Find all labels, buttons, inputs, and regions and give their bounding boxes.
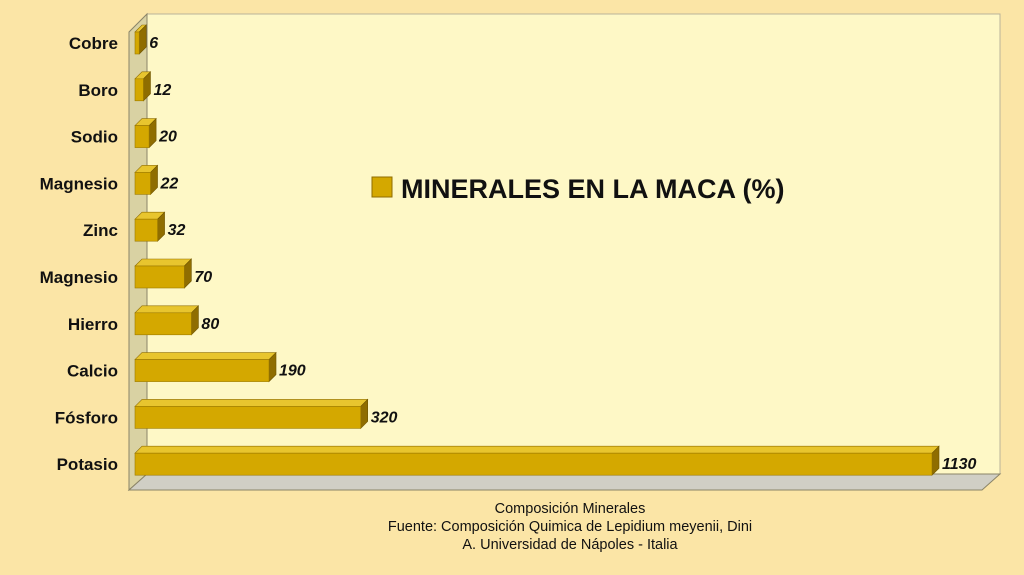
bar-face — [134, 359, 270, 382]
value-label: 320 — [371, 409, 398, 426]
bar-top — [134, 352, 277, 360]
bar-6 — [134, 305, 200, 336]
category-label: Potasio — [57, 455, 118, 474]
category-labels: Cobre Boro Sodio Magnesio Zinc Magnesio Hierro… — [40, 34, 118, 474]
bar-face — [134, 78, 144, 102]
bar-face — [134, 406, 361, 429]
category-label: Hierro — [68, 315, 118, 334]
category-label: Calcio — [67, 362, 118, 381]
bar-face — [134, 265, 185, 289]
legend: MINERALES EN LA MACA (%) — [371, 174, 784, 204]
bar-face — [134, 31, 140, 55]
bar-1 — [134, 71, 152, 102]
value-label: 190 — [279, 363, 306, 380]
bar-7 — [134, 351, 277, 383]
bars-group — [134, 24, 940, 476]
value-label: 22 — [160, 175, 179, 192]
category-label: Magnesio — [40, 268, 118, 287]
bar-chart: Cobre Boro Sodio Magnesio Zinc Magnesio Hierro… — [40, 12, 1002, 492]
category-label: Cobre — [69, 34, 118, 53]
bar-face — [134, 452, 933, 476]
value-label: 70 — [194, 269, 212, 286]
category-label: Sodio — [71, 128, 118, 147]
value-label: 20 — [158, 129, 177, 146]
bar-face — [134, 312, 192, 336]
bar-4 — [134, 211, 166, 242]
bar-top — [134, 258, 193, 267]
bar-face — [134, 125, 150, 148]
bar-top — [134, 445, 940, 454]
chart-caption: Composición Minerales Fuente: Composició… — [0, 500, 1024, 554]
bar-top — [134, 305, 200, 314]
value-label: 12 — [153, 82, 171, 99]
bar-face — [134, 218, 158, 242]
category-label: Boro — [78, 81, 118, 100]
bar-3 — [134, 164, 159, 196]
value-label: 32 — [168, 222, 186, 239]
legend-label: MINERALES EN LA MACA (%) — [401, 174, 784, 204]
bar-9 — [134, 445, 940, 476]
bar-top — [134, 399, 369, 407]
bar-face — [134, 172, 151, 195]
category-label: Fósforo — [55, 408, 118, 427]
value-label: 6 — [149, 35, 158, 52]
caption-line-2: Fuente: Composición Quimica de Lepidium … — [387, 519, 753, 535]
bar-8 — [134, 398, 369, 430]
caption-line-3: A. Universidad de Nápoles - Italia — [462, 537, 678, 553]
category-label: Magnesio — [40, 174, 118, 193]
value-label: 80 — [201, 316, 219, 333]
value-labels: 6 12 20 22 32 70 80 190 320 1130 — [149, 35, 976, 473]
bar-2 — [134, 117, 157, 149]
value-label: 1130 — [942, 456, 977, 473]
bar-5 — [134, 258, 193, 289]
plot-floor — [127, 473, 1002, 491]
bar-0 — [134, 24, 147, 55]
caption-line-1: Composición Minerales — [494, 501, 646, 517]
category-label: Zinc — [83, 221, 118, 240]
legend-swatch — [371, 176, 393, 198]
